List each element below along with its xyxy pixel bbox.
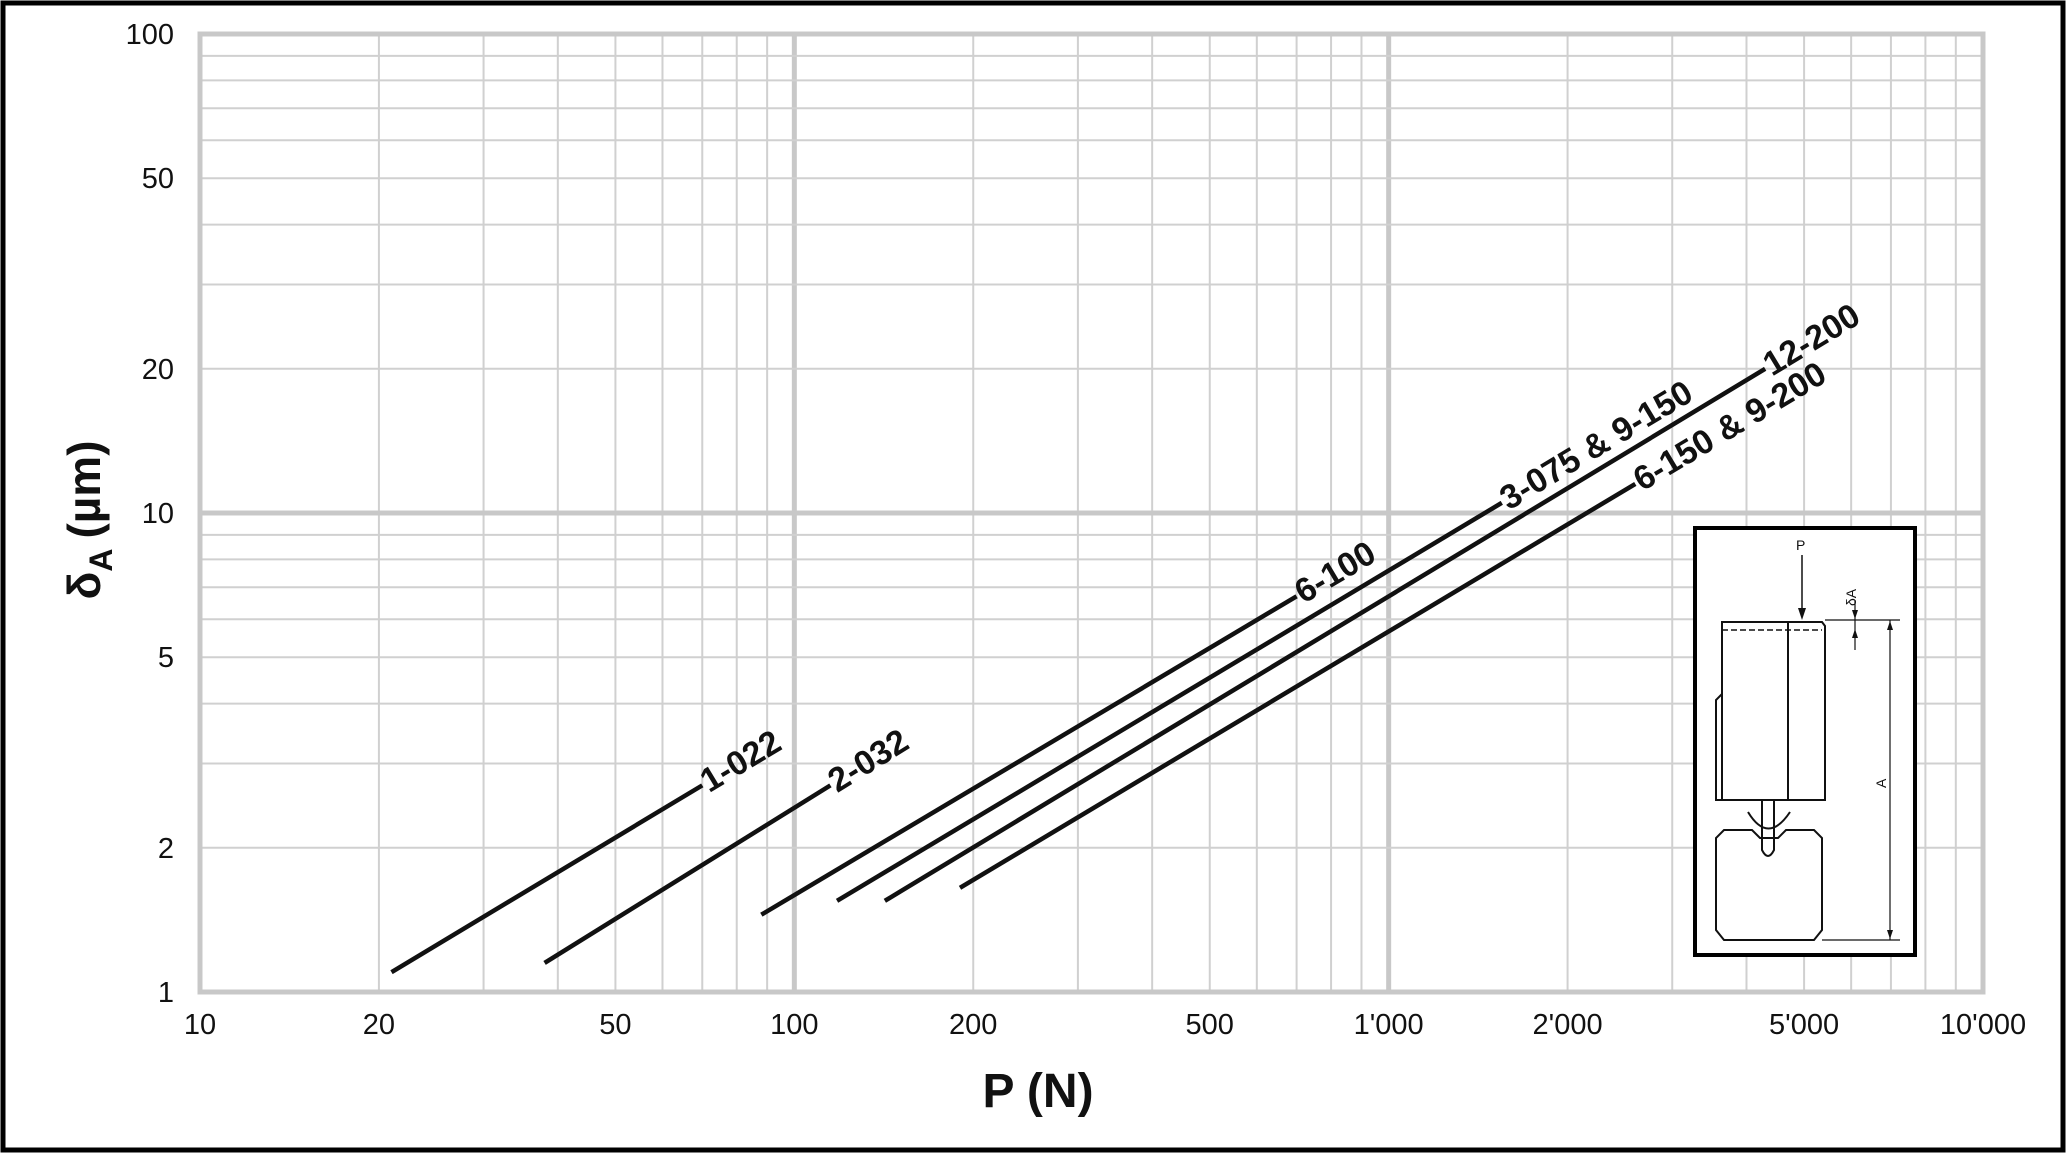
inset-pin-collar bbox=[1747, 811, 1791, 830]
tick-labels: 10 20 50 100 200 500 1'000 2'000 5'000 10'000 1 2 5 1… bbox=[126, 19, 2026, 1041]
y-tick-label: 10 bbox=[142, 498, 174, 530]
inset-dimension-arrowhead-bottom bbox=[1887, 930, 1893, 939]
series-line bbox=[543, 783, 832, 965]
inset-deflection-arrowhead-bottom bbox=[1852, 629, 1858, 638]
inset-deflection-label: δA bbox=[1843, 588, 1859, 606]
series-lines bbox=[390, 366, 1767, 975]
inset-load-arrowhead bbox=[1798, 608, 1806, 620]
x-tick-label: 500 bbox=[1186, 1009, 1234, 1041]
grid bbox=[197, 31, 1986, 995]
y-axis-title-symbol: δ bbox=[58, 572, 110, 600]
svg-text:δA(µm): δA (µm) bbox=[58, 440, 119, 599]
series-line bbox=[835, 500, 1503, 903]
x-tick-label: 200 bbox=[949, 1009, 997, 1041]
inset-frame bbox=[1693, 526, 1917, 957]
x-tick-label: 2'000 bbox=[1533, 1009, 1603, 1041]
series-line bbox=[958, 481, 1637, 890]
y-tick-label: 1 bbox=[158, 977, 174, 1009]
x-tick-label: 50 bbox=[599, 1009, 631, 1041]
y-axis-title: δA (µm) bbox=[58, 440, 119, 599]
inset-pin bbox=[1761, 800, 1775, 857]
x-tick-label: 5'000 bbox=[1769, 1009, 1839, 1041]
inset-load-label: P bbox=[1796, 537, 1805, 553]
inset-deflection-arrowhead-top bbox=[1852, 610, 1858, 619]
inset-upper-side bbox=[1788, 621, 1826, 801]
series-line bbox=[390, 783, 704, 975]
series-line bbox=[883, 366, 1767, 903]
inset-lower-block bbox=[1715, 829, 1823, 941]
x-tick-label: 1'000 bbox=[1354, 1009, 1424, 1041]
x-axis-title: P (N) bbox=[982, 1065, 1093, 1118]
y-tick-label: 20 bbox=[142, 354, 174, 386]
x-tick-label: 10 bbox=[184, 1009, 216, 1041]
inset-diagram: P δA A bbox=[1693, 526, 1917, 957]
series-line bbox=[760, 594, 1298, 917]
plot-frame bbox=[197, 31, 1986, 995]
y-tick-label: 100 bbox=[126, 19, 174, 51]
x-tick-label: 20 bbox=[363, 1009, 395, 1041]
y-axis-title-unit: (µm) bbox=[58, 440, 110, 538]
y-tick-label: 2 bbox=[158, 833, 174, 865]
x-tick-label: 100 bbox=[770, 1009, 818, 1041]
y-tick-label: 50 bbox=[142, 163, 174, 195]
y-axis-title-subscript: A bbox=[83, 549, 119, 572]
inset-dimension-arrowhead-top bbox=[1887, 621, 1893, 630]
inset-dimension-label: A bbox=[1873, 778, 1889, 788]
y-tick-label: 5 bbox=[158, 642, 174, 674]
x-tick-label: 10'000 bbox=[1940, 1009, 2026, 1041]
inset-left-lip bbox=[1715, 693, 1723, 801]
